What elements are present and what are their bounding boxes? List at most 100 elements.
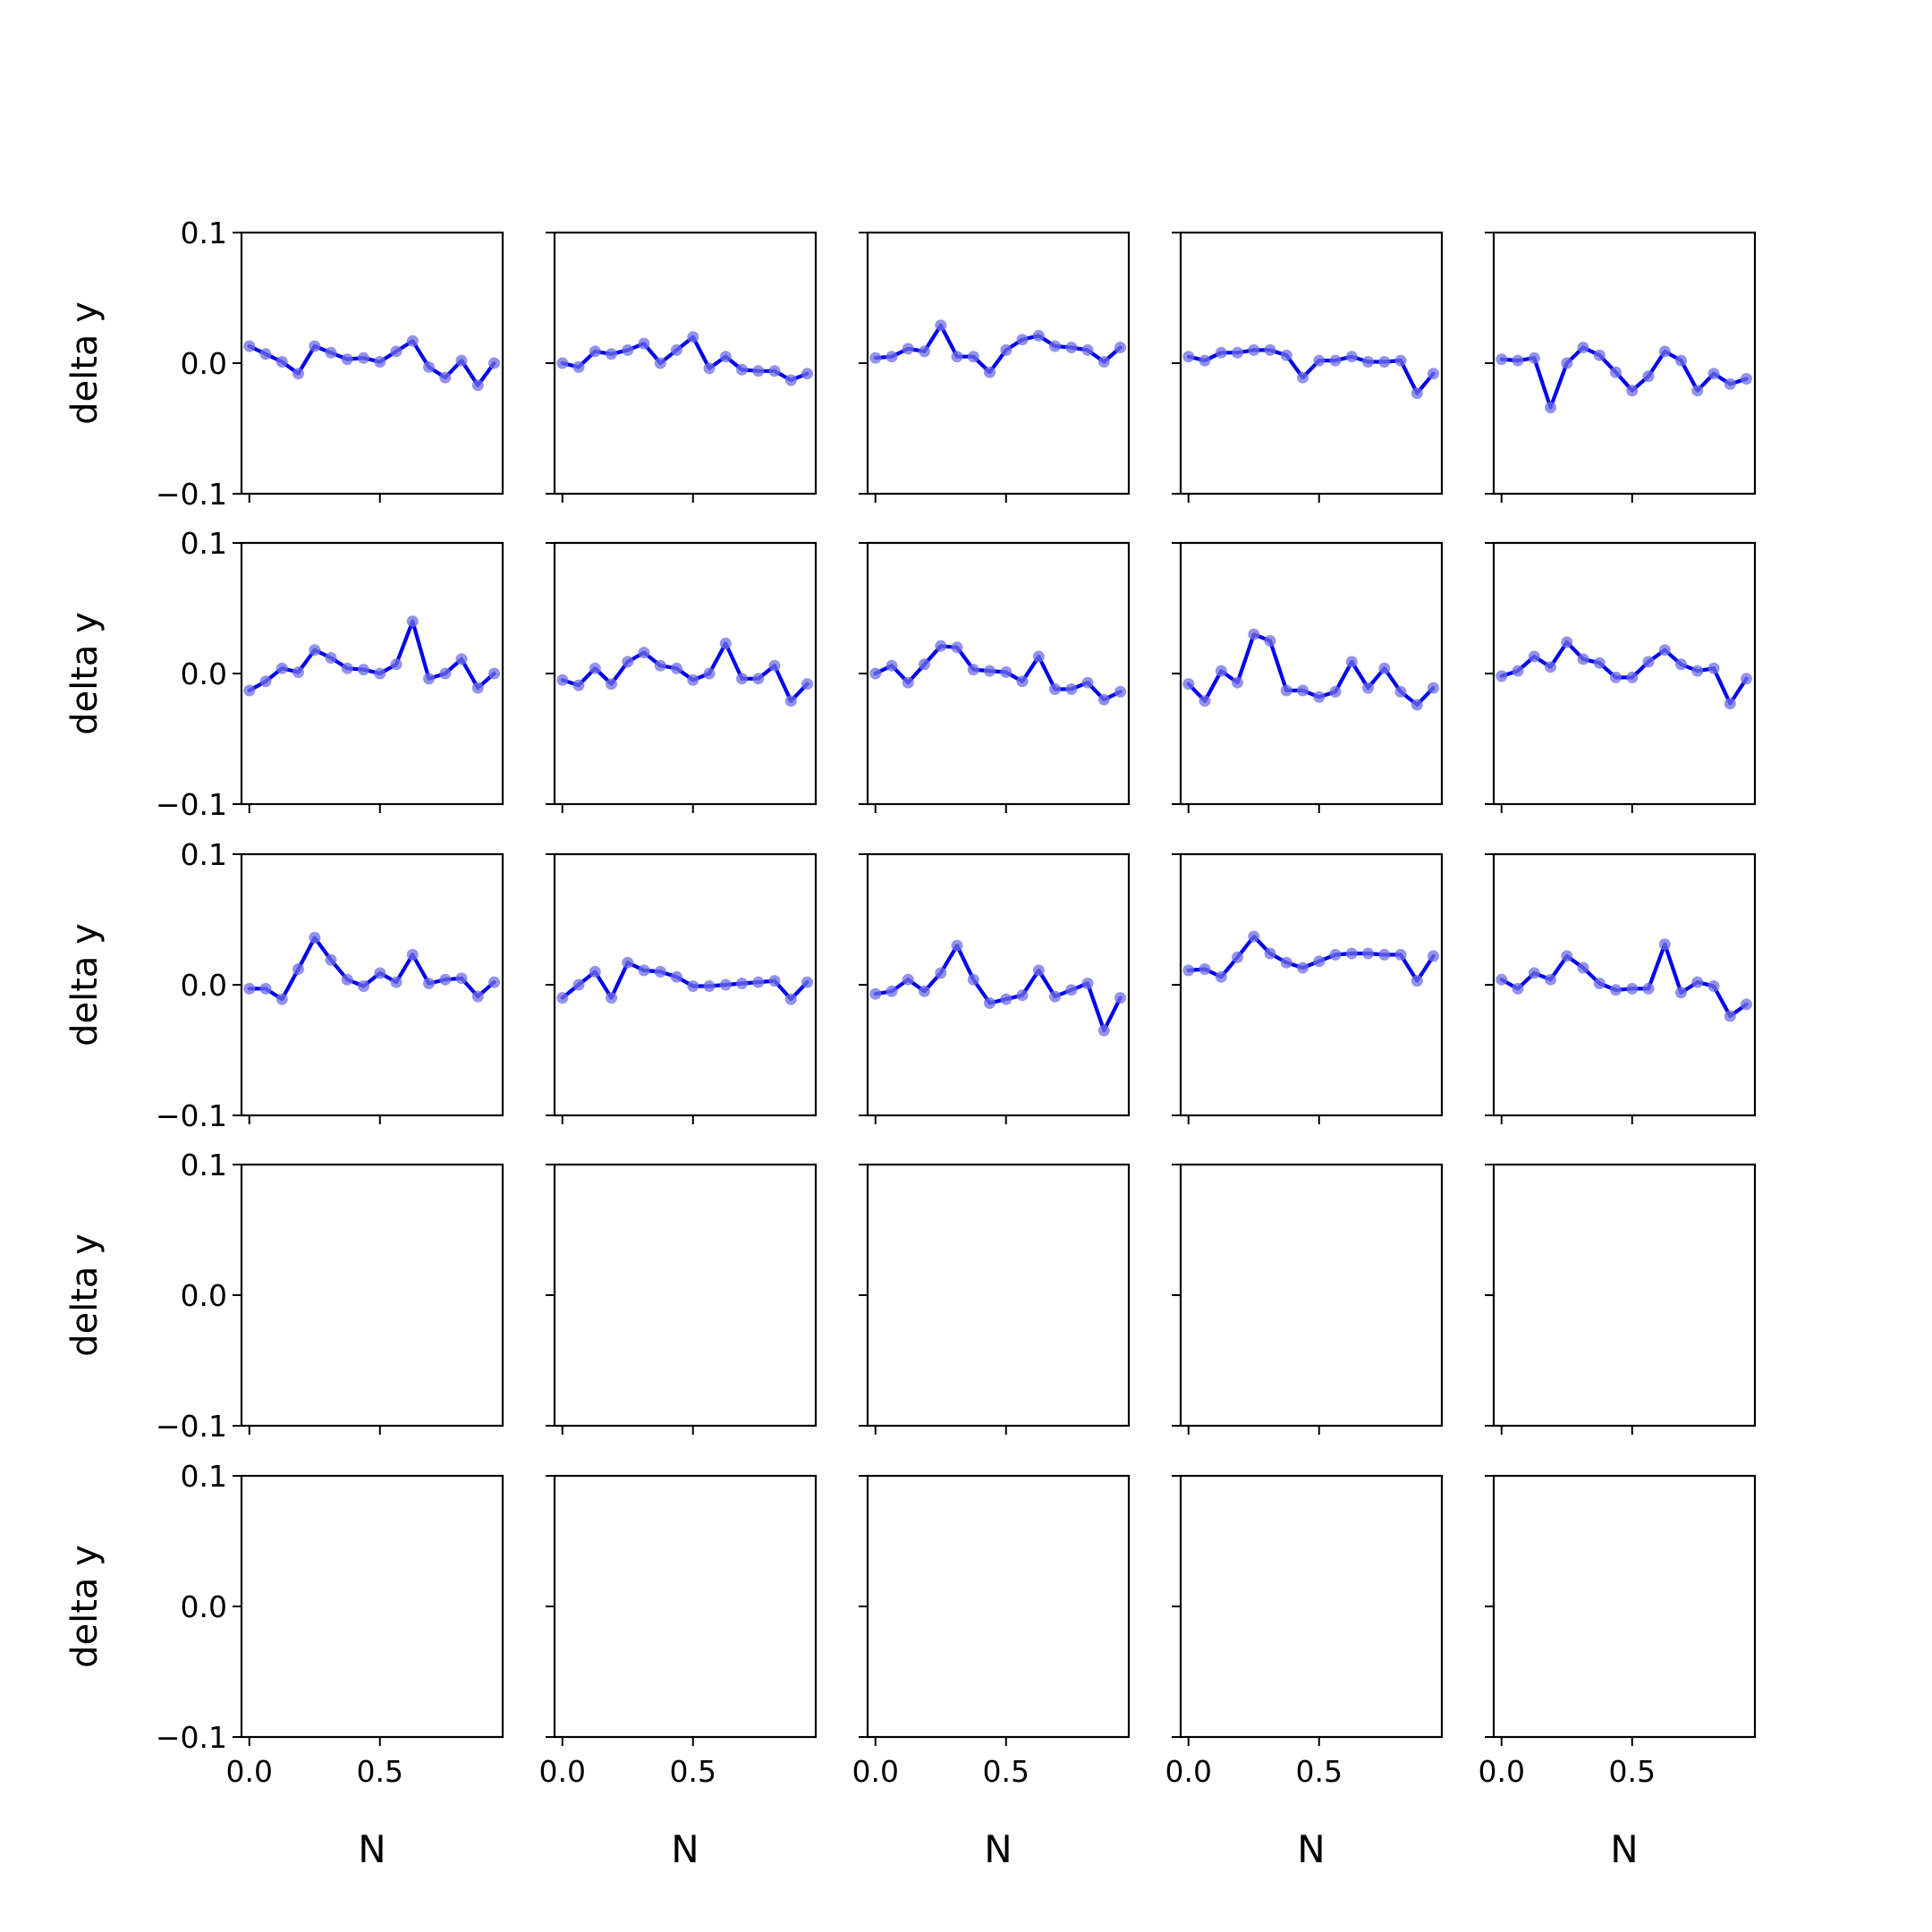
data-point xyxy=(1248,628,1260,640)
data-point xyxy=(902,973,914,986)
data-point xyxy=(1097,1024,1110,1037)
panel-2-3 xyxy=(859,541,1131,813)
panel-3-4 xyxy=(1172,852,1444,1124)
data-point xyxy=(869,667,882,680)
data-point xyxy=(671,970,682,983)
data-point xyxy=(556,674,569,686)
data-point xyxy=(1593,349,1606,361)
data-point xyxy=(919,985,930,997)
data-point xyxy=(572,360,585,373)
data-point xyxy=(1199,354,1211,367)
data-point xyxy=(406,948,419,961)
data-point xyxy=(439,667,452,680)
panel-3-1: −0.1 0.0 0.1 delta y xyxy=(64,837,504,1133)
panel-1-3 xyxy=(859,231,1131,503)
data-point xyxy=(967,664,979,676)
series-line xyxy=(1186,934,1436,983)
data-point xyxy=(488,667,500,680)
x-axis-label: N xyxy=(671,1827,699,1871)
data-point xyxy=(736,363,748,376)
data-point xyxy=(390,345,402,358)
panel-3-3 xyxy=(859,852,1131,1124)
data-point xyxy=(1264,343,1276,356)
data-point xyxy=(390,976,402,988)
series-line xyxy=(873,323,1123,375)
data-point xyxy=(768,659,781,672)
data-point xyxy=(1199,963,1211,975)
data-point xyxy=(1577,962,1589,974)
data-point xyxy=(275,993,288,1005)
data-point xyxy=(292,666,304,678)
data-point xyxy=(719,979,732,991)
data-point xyxy=(784,374,797,386)
y-tick-label: 0.0 xyxy=(181,657,227,691)
data-point xyxy=(736,673,748,685)
x-tick-label: 0.5 xyxy=(357,1754,403,1789)
data-point xyxy=(752,673,765,685)
data-point xyxy=(341,353,353,366)
x-tick-label: 0.5 xyxy=(983,1754,1030,1789)
data-point xyxy=(703,362,716,375)
data-point xyxy=(1032,329,1045,342)
data-point xyxy=(1593,657,1606,669)
data-point xyxy=(1049,683,1061,695)
data-point xyxy=(1675,354,1687,367)
data-point xyxy=(1081,343,1094,356)
data-point xyxy=(1016,675,1029,688)
data-point xyxy=(622,343,634,356)
data-point xyxy=(1329,948,1342,961)
panel-2-1: −0.1 0.0 0.1 delta y xyxy=(64,526,504,822)
x-tick-label: 0.0 xyxy=(226,1754,273,1789)
data-point xyxy=(1545,661,1556,674)
panel-5-3: 0.0 0.5 N xyxy=(852,1474,1131,1871)
data-point xyxy=(1610,366,1622,378)
data-point xyxy=(671,343,682,356)
data-point xyxy=(606,678,617,691)
y-tick-label: 0.1 xyxy=(181,1148,227,1182)
data-point xyxy=(243,982,256,995)
data-point xyxy=(1394,685,1407,698)
data-point xyxy=(423,360,435,373)
panel-5-2: 0.0 0.5 N xyxy=(539,1474,818,1871)
data-point xyxy=(1428,950,1439,962)
data-point xyxy=(1362,682,1374,694)
data-point xyxy=(1378,356,1391,368)
data-point xyxy=(1577,653,1589,665)
y-axis-label: delta y xyxy=(64,1545,106,1668)
data-point xyxy=(1658,345,1671,358)
x-tick-label: 0.0 xyxy=(1479,1754,1525,1789)
data-point xyxy=(1215,346,1227,359)
data-point xyxy=(374,667,386,680)
panel-4-3 xyxy=(859,1163,1131,1435)
data-point xyxy=(1561,357,1573,369)
y-tick-label: 0.0 xyxy=(181,1278,227,1313)
y-tick-label: −0.1 xyxy=(156,787,227,822)
data-point xyxy=(1411,699,1423,711)
data-point xyxy=(1114,342,1126,353)
data-point xyxy=(1512,354,1524,367)
data-point xyxy=(919,345,930,358)
y-tick-label: −0.1 xyxy=(156,1409,227,1444)
data-point xyxy=(325,652,337,664)
x-axis-label: N xyxy=(984,1827,1012,1871)
data-point xyxy=(1675,658,1687,671)
data-point xyxy=(1528,650,1540,663)
data-point xyxy=(572,979,585,991)
data-point xyxy=(784,993,797,1005)
x-axis-label: N xyxy=(1297,1827,1325,1871)
data-point xyxy=(1049,340,1061,352)
panel-1-4 xyxy=(1172,231,1444,503)
panel-4-5 xyxy=(1485,1163,1757,1435)
panel-3-2 xyxy=(546,852,818,1124)
data-point xyxy=(1032,650,1045,663)
data-point xyxy=(1065,984,1078,996)
data-point xyxy=(1561,950,1573,962)
data-point xyxy=(919,658,930,671)
y-axis-label: delta y xyxy=(64,612,106,735)
y-axis-label: delta y xyxy=(64,923,106,1046)
data-point xyxy=(423,978,435,989)
data-point xyxy=(654,965,666,978)
data-point xyxy=(1545,402,1556,414)
data-point xyxy=(1593,978,1606,989)
data-point xyxy=(259,982,272,995)
